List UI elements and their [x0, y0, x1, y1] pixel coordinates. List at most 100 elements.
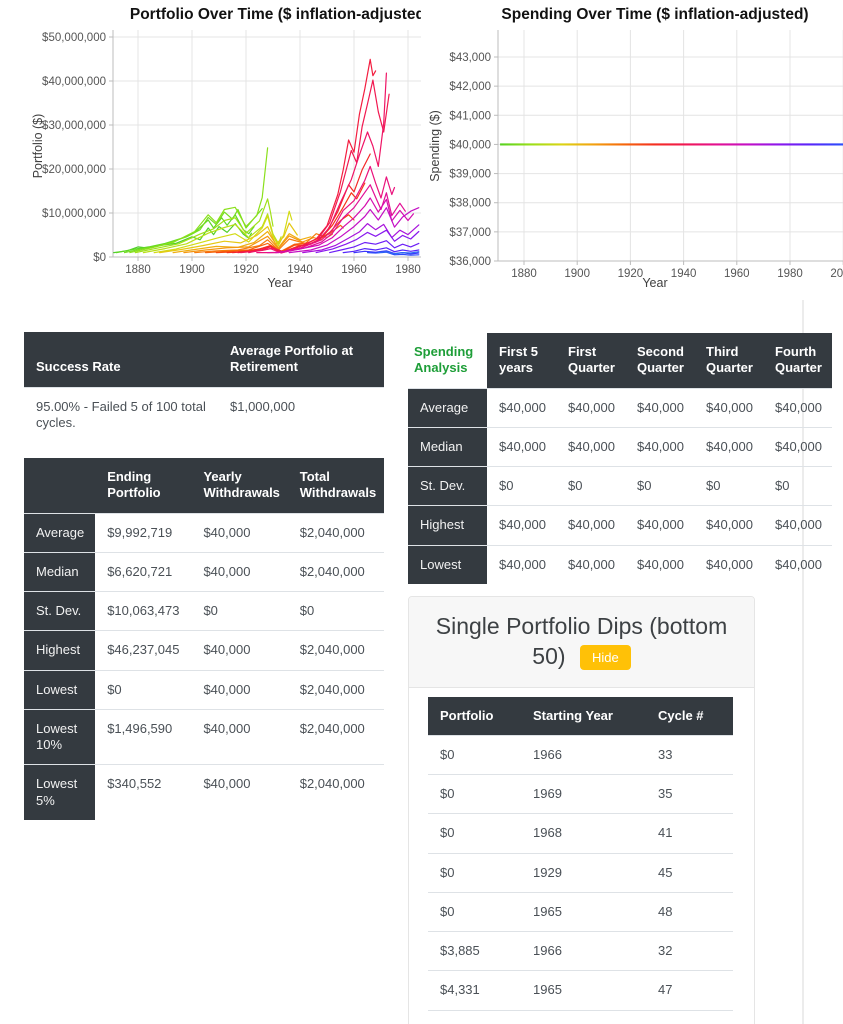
- svg-text:1900: 1900: [564, 268, 590, 280]
- table-row: $0 1968 41: [428, 813, 733, 853]
- portfolio-x-axis-label: Year: [267, 276, 293, 290]
- spending-x-axis-label: Year: [642, 276, 668, 290]
- cell: $0: [299, 603, 315, 618]
- avg-portfolio-at-retirement-header: Average Portfolio at Retirement: [218, 332, 384, 387]
- dips-panel-title: Single Portfolio Dips (bottom 50): [435, 612, 728, 669]
- starting-year-header: Starting Year: [521, 696, 646, 736]
- row-label: Lowest 5%: [24, 764, 96, 820]
- cell: 48: [658, 903, 673, 919]
- cell: $40,000: [775, 438, 822, 454]
- cell: $40,000: [499, 438, 546, 454]
- svg-text:1920: 1920: [618, 268, 644, 280]
- svg-text:$20,000,000: $20,000,000: [42, 164, 106, 176]
- portfolio-chart-canvas: 1880 1900 1920 1940 1960 1980 $0 $10,000,000 $20…: [42, 30, 421, 276]
- cell: $2,040,000: [299, 563, 365, 579]
- cell: $2,040,000: [299, 524, 365, 540]
- table-row: St. Dev. $10,063,473 $0 $0: [24, 591, 384, 631]
- cell: $40,000: [203, 642, 251, 658]
- cycle-number-header: Cycle #: [646, 696, 733, 736]
- cell: $3,885: [440, 943, 480, 959]
- table-row: [428, 1010, 733, 1015]
- portfolio-header: Portfolio: [428, 696, 521, 736]
- page-column-divider: [802, 262, 804, 1024]
- portfolio-chart-title: Portfolio Over Time ($ inflation-adjuste…: [129, 6, 421, 23]
- cell: $40,000: [203, 720, 251, 736]
- cell: 1969: [533, 786, 562, 802]
- table-row: Lowest 5% $340,552 $40,000 $2,040,000: [24, 764, 384, 820]
- row-label: Median: [24, 552, 96, 592]
- cell: $40,000: [203, 563, 251, 579]
- cell: $40,000: [568, 399, 615, 415]
- svg-text:1880: 1880: [511, 268, 537, 280]
- first-5-years-header: First 5 years: [487, 333, 556, 388]
- row-label: Median: [408, 427, 487, 467]
- spending-y-axis-label: Spending ($): [428, 110, 442, 182]
- svg-text:1960: 1960: [341, 264, 367, 276]
- table-row: $3,885 1966 32: [428, 931, 733, 971]
- table-row: Lowest 10% $1,496,590 $40,000 $2,040,000: [24, 709, 384, 765]
- cell: $0: [107, 681, 122, 697]
- cell: $40,000: [499, 399, 546, 415]
- cell: 47: [658, 982, 673, 998]
- cell: 1965: [533, 982, 562, 998]
- spending-chart-title: Spending Over Time ($ inflation-adjusted…: [501, 6, 809, 23]
- cell: $40,000: [706, 438, 753, 454]
- svg-text:1920: 1920: [233, 264, 259, 276]
- portfolio-over-time-chart: 1880 1900 1920 1940 1960 1980 $0 $10,000,000 $20…: [0, 0, 421, 300]
- cell: $40,000: [499, 517, 546, 533]
- cell: $2,040,000: [299, 681, 365, 697]
- table-row: $0 1969 35: [428, 774, 733, 814]
- cell: $2,040,000: [299, 776, 365, 792]
- cell: $40,000: [568, 517, 615, 533]
- cell: 1966: [533, 943, 562, 959]
- portfolio-y-axis-label: Portfolio ($): [31, 113, 45, 179]
- row-label: Lowest: [24, 670, 96, 710]
- svg-text:$41,000: $41,000: [449, 110, 491, 122]
- first-quarter-header: First Quarter: [556, 333, 625, 388]
- cell: $2,040,000: [299, 720, 365, 736]
- cell: $0: [775, 478, 790, 493]
- stats-corner-header: [24, 458, 96, 513]
- cell: $340,552: [107, 776, 162, 792]
- row-label: Highest: [408, 505, 487, 545]
- avg-portfolio-at-retirement-value: $1,000,000: [230, 398, 296, 414]
- table-row: $0 1966 33: [428, 735, 733, 774]
- cell: 1929: [533, 864, 562, 880]
- single-portfolio-dips-panel: Single Portfolio Dips (bottom 50) Hide P…: [408, 595, 755, 1024]
- hide-button[interactable]: Hide: [579, 645, 631, 671]
- svg-text:$10,000,000: $10,000,000: [42, 208, 106, 220]
- cell: 32: [658, 943, 673, 959]
- dips-table: Portfolio Starting Year Cycle # $0 1966 …: [428, 696, 733, 1015]
- success-rate-header: Success Rate: [24, 332, 218, 387]
- cell: $1,496,590: [107, 720, 173, 736]
- cell: $0: [568, 478, 583, 493]
- right-results-column: Spending Analysis First 5 years First Qu…: [408, 333, 832, 1024]
- svg-text:$43,000: $43,000: [449, 52, 491, 64]
- row-label: Lowest: [408, 545, 487, 584]
- cell: $2,040,000: [299, 642, 365, 658]
- cell: $0: [440, 864, 455, 880]
- cell: $0: [706, 478, 721, 493]
- cell: $40,000: [775, 517, 822, 533]
- table-row: Lowest $0 $40,000 $2,040,000: [24, 670, 384, 710]
- svg-text:1940: 1940: [287, 264, 313, 276]
- table-row: $0 1965 48: [428, 892, 733, 931]
- svg-text:1940: 1940: [671, 268, 697, 280]
- success-rate-value: 95.00% - Failed 5 of 100 total cycles.: [36, 398, 206, 430]
- table-row: Average $40,000 $40,000 $40,000 $40,000 …: [408, 388, 832, 428]
- cell: $6,620,721: [107, 563, 173, 579]
- cell: $40,000: [203, 776, 251, 792]
- svg-text:$0: $0: [93, 252, 106, 264]
- second-quarter-header: Second Quarter: [625, 333, 694, 388]
- cell: 1966: [533, 746, 562, 762]
- cell: $0: [440, 903, 455, 919]
- svg-text:$36,000: $36,000: [449, 256, 491, 268]
- cell: $40,000: [706, 399, 753, 415]
- dips-panel-body: Portfolio Starting Year Cycle # $0 1966 …: [409, 688, 754, 1024]
- spending-chart-canvas: 1880 1900 1920 1940 1960 1980 2000 $36,000 $37,0…: [449, 30, 843, 280]
- portfolio-stats-table: Ending Portfolio Yearly Withdrawals Tota…: [24, 458, 384, 820]
- row-label: St. Dev.: [24, 591, 96, 631]
- cell: 33: [658, 746, 673, 762]
- row-label: St. Dev.: [408, 466, 487, 506]
- spending-analysis-table: Spending Analysis First 5 years First Qu…: [408, 333, 832, 584]
